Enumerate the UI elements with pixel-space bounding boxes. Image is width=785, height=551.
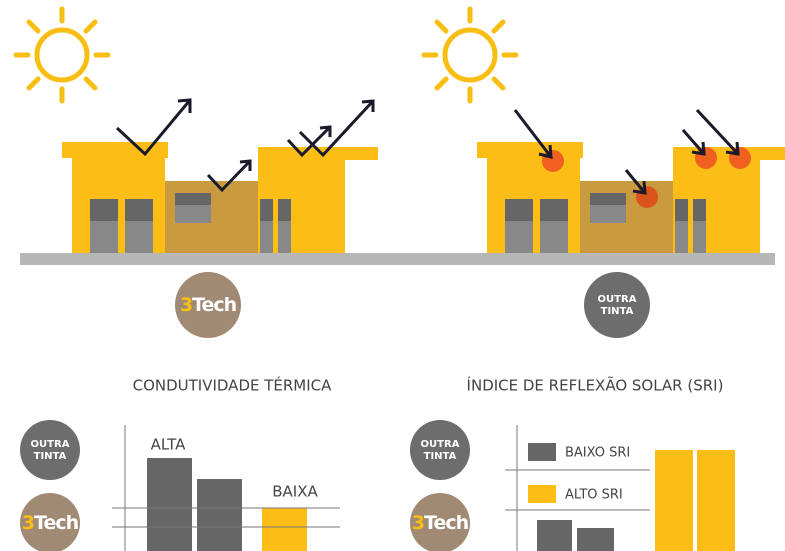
thermal-title: CONDUTIVIDADE TÉRMICA (133, 376, 333, 395)
label: Tech (192, 294, 237, 316)
label: OUTRA (598, 294, 637, 305)
label: ALTO SRI (565, 488, 623, 503)
label: Tech (424, 512, 469, 534)
label: BAIXO SRI (565, 446, 630, 461)
label: TINTA (34, 451, 67, 462)
sri-title: ÍNDICE DE REFLEXÃO SOLAR (SRI) (467, 376, 724, 395)
label: ALTA (151, 436, 187, 454)
label: 3 (180, 294, 192, 316)
label: BAIXA (272, 483, 318, 501)
label: TINTA (424, 451, 457, 462)
label: OUTRA (31, 439, 70, 450)
svg-text:3Tech: 3Tech (412, 512, 469, 534)
logo-other: OUTRA TINTA (584, 272, 650, 338)
label: 3 (22, 512, 34, 534)
label: 3 (412, 512, 424, 534)
label: Tech (34, 512, 79, 534)
label: OUTRA (421, 439, 460, 450)
infographic: 3Tech OUTRA TINTA CONDUTIVIDADE TÉRMICA … (0, 0, 785, 551)
logo-3tech: 3Tech (175, 272, 241, 338)
scene (16, 9, 785, 265)
svg-text:3Tech: 3Tech (22, 512, 79, 534)
svg-text:3Tech: 3Tech (180, 294, 237, 316)
label: TINTA (601, 306, 634, 317)
